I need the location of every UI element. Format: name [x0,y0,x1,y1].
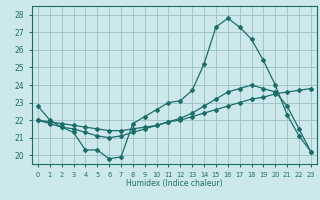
X-axis label: Humidex (Indice chaleur): Humidex (Indice chaleur) [126,179,223,188]
